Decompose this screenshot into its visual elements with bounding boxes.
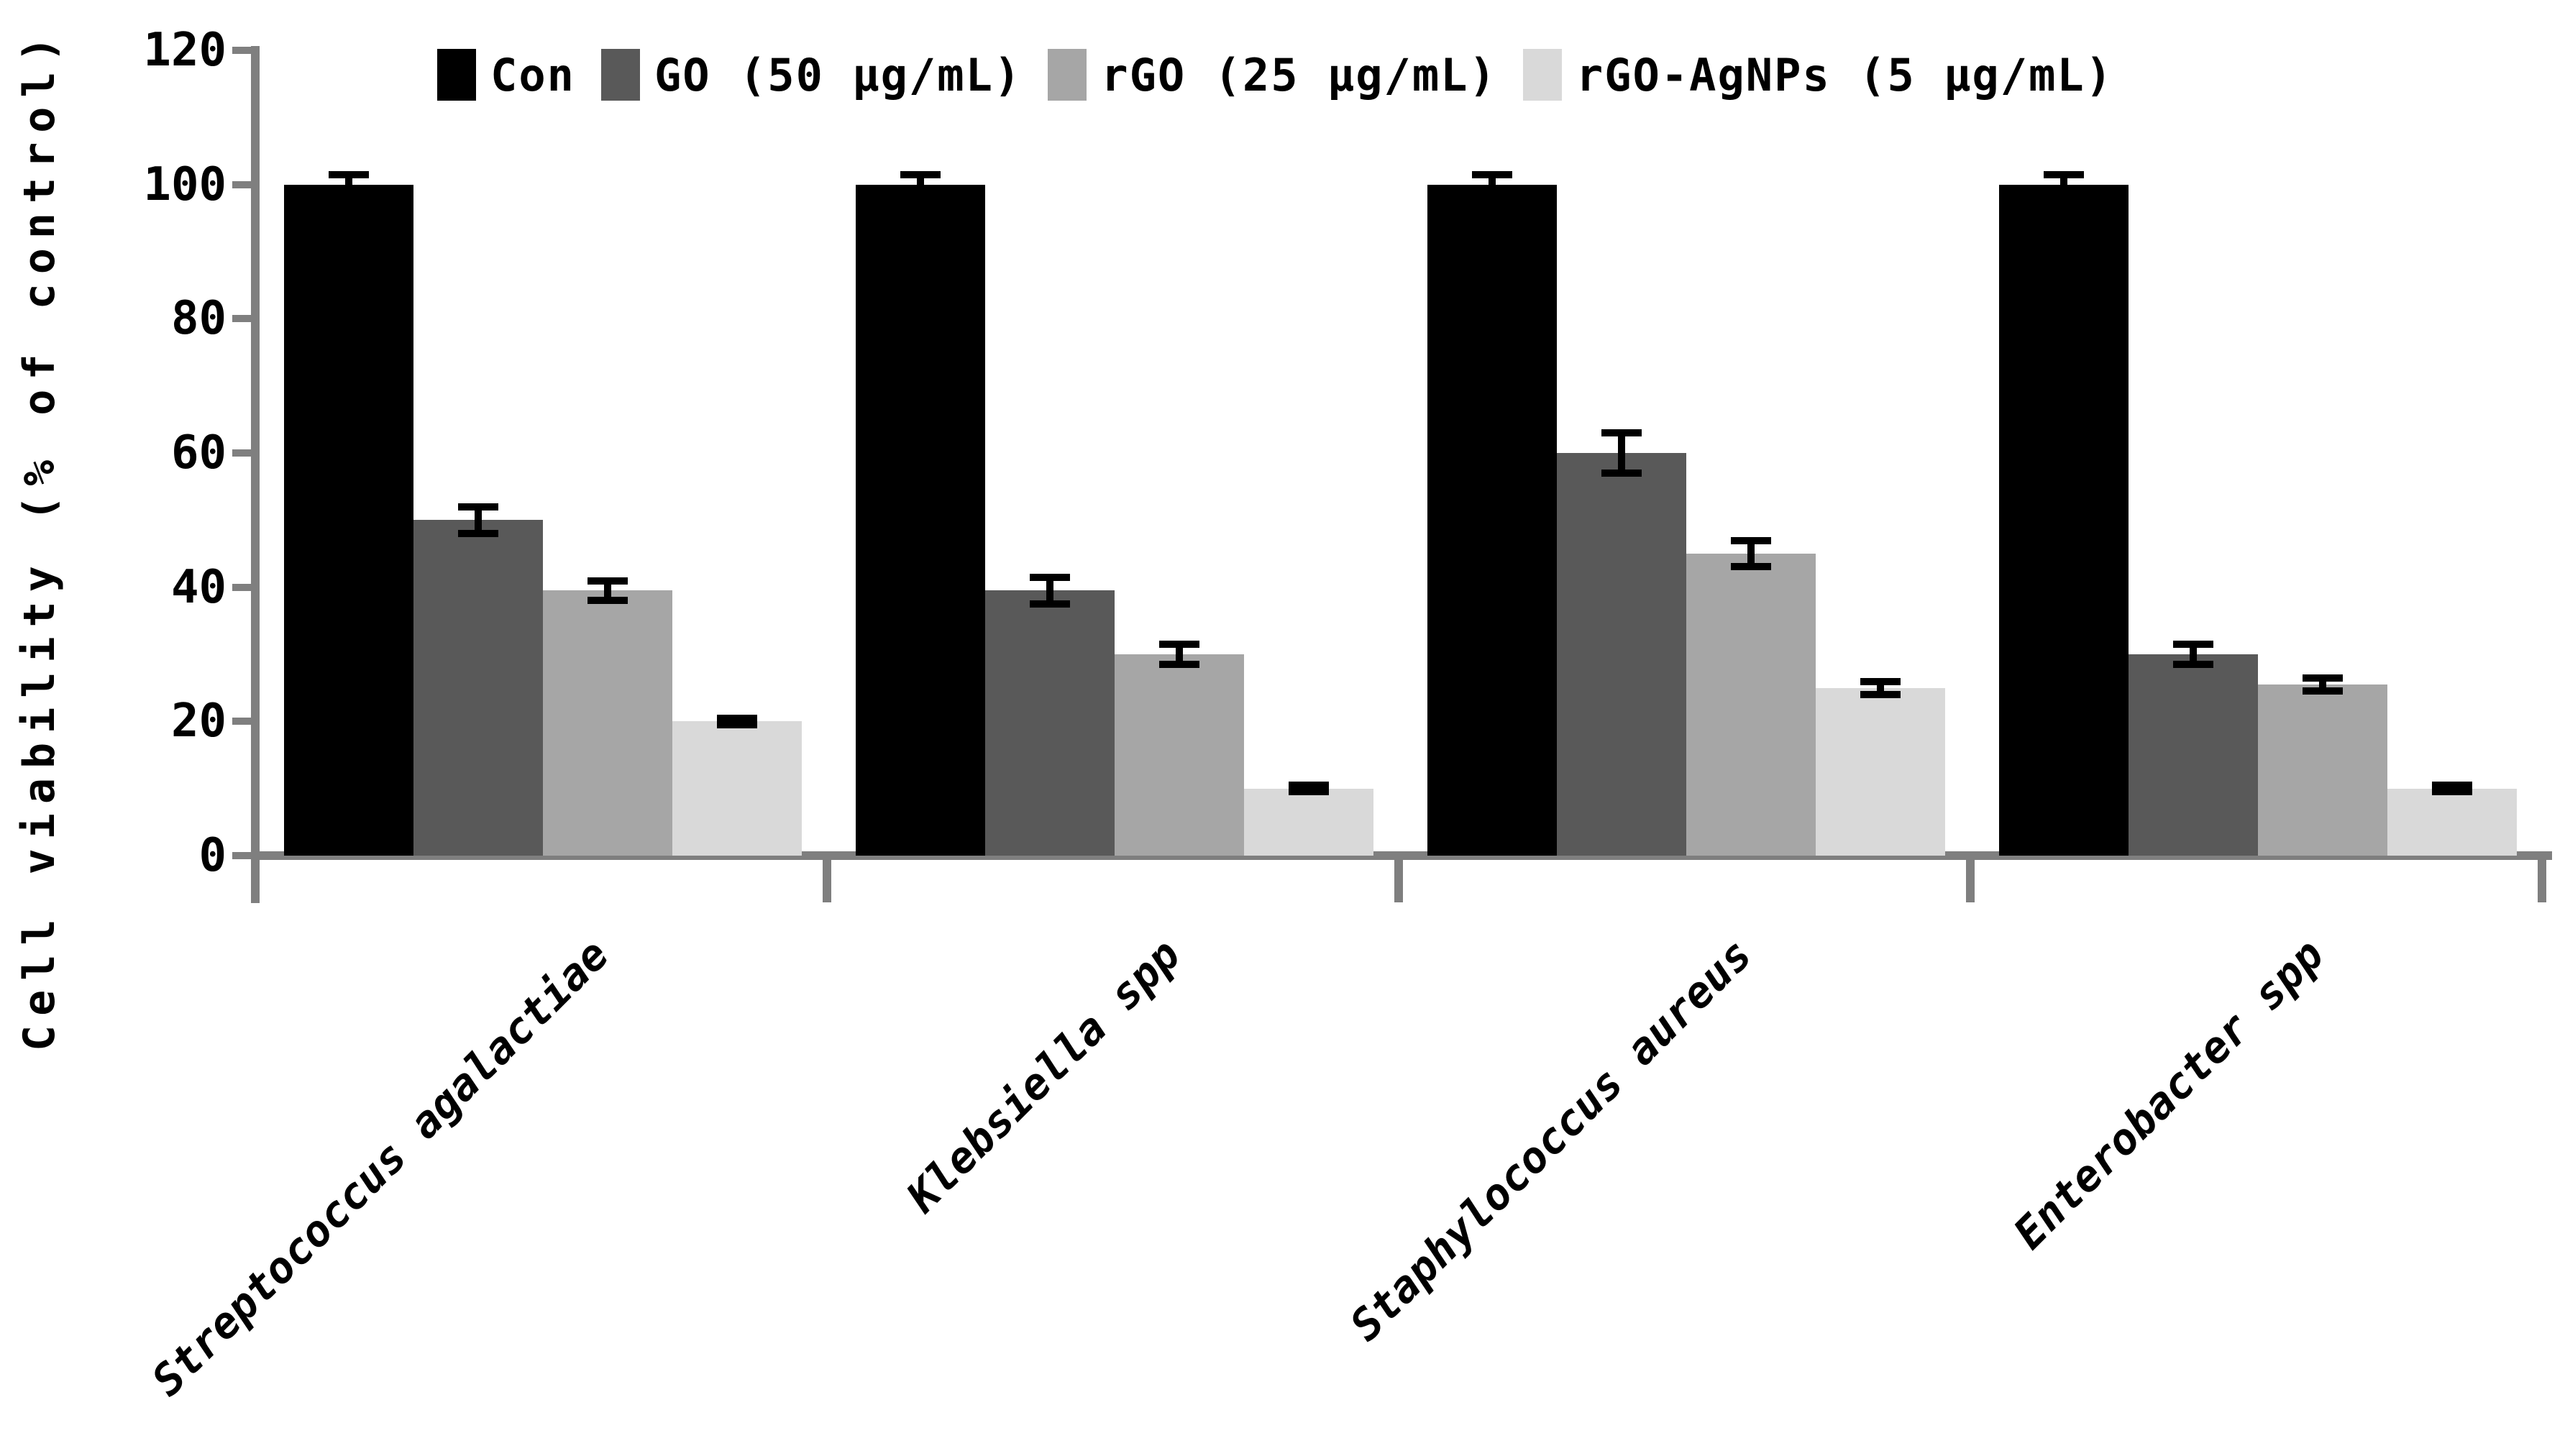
bar-con-group2 (856, 184, 985, 856)
error-bar (1489, 171, 1496, 198)
error-bar (604, 577, 611, 604)
bar-go-group4 (2129, 654, 2258, 856)
error-bar (2190, 641, 2197, 668)
error-bar (2319, 674, 2326, 695)
error-bar-cap (587, 597, 628, 604)
error-bar-cap (1731, 563, 1771, 571)
x-tick-mark (823, 856, 831, 902)
y-tick-mark (232, 449, 251, 457)
error-bar-cap (1030, 574, 1070, 581)
x-category-label-3: Staphylococcus aureus (1340, 929, 1762, 1351)
error-bar-cap (2303, 687, 2343, 695)
error-bar-cap (1472, 171, 1512, 178)
error-bar-cap (2173, 641, 2213, 649)
legend-item-rgo: rGO (25 µg/mL) (1048, 45, 1497, 105)
y-tick-mark (232, 180, 251, 188)
error-bar-cap (1601, 429, 1642, 437)
legend: Con GO (50 µg/mL) rGO (25 µg/mL) rGO-AgNPs … (437, 45, 2113, 105)
error-bar-cap (1601, 469, 1642, 477)
error-bar-cap (587, 577, 628, 585)
error-bar-cap (458, 529, 498, 537)
error-bar-cap (1860, 677, 1901, 685)
y-tick-label: 80 (170, 292, 227, 346)
bar-rgo-group3 (1686, 554, 1816, 856)
y-tick-label: 40 (170, 560, 227, 614)
legend-item-rgo-agnps: rGO-AgNPs (5 µg/mL) (1522, 45, 2114, 105)
error-bar-cap (458, 503, 498, 510)
error-bar-cap (329, 191, 369, 198)
legend-label: GO (50 µg/mL) (654, 48, 1023, 101)
legend-swatch-icon (437, 49, 476, 101)
error-bar (475, 503, 482, 537)
y-tick-mark (232, 47, 251, 54)
x-tick-mark (1394, 856, 1403, 902)
bar-go-group1 (413, 520, 543, 856)
error-bar-cap (2044, 191, 2084, 198)
error-bar-cap (1289, 788, 1329, 795)
error-bar-cap (2044, 171, 2084, 178)
x-tick-mark (2538, 856, 2546, 902)
y-axis-line (251, 46, 260, 903)
error-bar-cap (2432, 788, 2472, 795)
y-tick-label: 60 (170, 426, 227, 480)
error-bar (1046, 574, 1053, 608)
error-bar-cap (1731, 536, 1771, 544)
error-bar-cap (717, 715, 757, 722)
error-bar (1176, 641, 1183, 668)
error-bar-cap (1159, 660, 1199, 668)
bar-rgo-agnps-group2 (1244, 788, 1373, 856)
error-bar (1877, 677, 1884, 698)
y-tick-mark (232, 315, 251, 323)
bar-con-group1 (284, 184, 413, 856)
bar-go-group3 (1557, 453, 1686, 856)
error-bar (1747, 536, 1755, 571)
bar-rgo-agnps-group4 (2387, 788, 2517, 856)
error-bar (2060, 171, 2067, 198)
x-category-label-2: Klebsiella spp (897, 929, 1190, 1222)
y-tick-label: 0 (198, 829, 227, 882)
error-bar-cap (1472, 191, 1512, 198)
error-bar (917, 171, 924, 198)
error-bar-cap (329, 171, 369, 178)
error-bar-cap (2432, 782, 2472, 789)
bar-go-group2 (985, 590, 1115, 856)
error-bar-cap (1289, 782, 1329, 789)
error-bar (1618, 429, 1625, 477)
bar-con-group3 (1427, 184, 1557, 856)
bar-rgo-group2 (1115, 654, 1244, 856)
legend-item-con: Con (437, 45, 575, 105)
y-tick-label: 120 (143, 24, 227, 77)
legend-label: rGO-AgNPs (5 µg/mL) (1576, 48, 2114, 101)
y-tick-label: 100 (143, 157, 227, 211)
legend-label: rGO (25 µg/mL) (1101, 48, 1497, 101)
x-tick-mark (1966, 856, 1975, 902)
bar-con-group4 (1999, 184, 2129, 856)
y-tick-mark (232, 583, 251, 591)
error-bar-cap (2173, 660, 2213, 668)
x-tick-mark (251, 856, 260, 902)
error-bar-cap (1030, 600, 1070, 608)
error-bar-cap (2303, 674, 2343, 682)
y-tick-mark (232, 852, 251, 859)
bar-rgo-agnps-group3 (1816, 687, 1945, 856)
bar-rgo-group4 (2258, 684, 2387, 856)
x-category-label-1: Streptococcus agalactiae (142, 929, 618, 1406)
error-bar-cap (1159, 641, 1199, 649)
legend-swatch-icon (600, 49, 640, 101)
error-bar (345, 171, 352, 198)
error-bar-cap (1860, 690, 1901, 698)
error-bar-cap (717, 720, 757, 728)
x-category-label-4: Enterobacter spp (2003, 929, 2333, 1260)
legend-swatch-icon (1048, 49, 1087, 101)
bar-rgo-group1 (543, 590, 672, 856)
bar-rgo-agnps-group1 (672, 721, 802, 856)
error-bar-cap (900, 171, 941, 178)
y-tick-mark (232, 718, 251, 725)
legend-item-go: GO (50 µg/mL) (600, 45, 1023, 105)
error-bar-cap (900, 191, 941, 198)
legend-swatch-icon (1522, 49, 1562, 101)
y-tick-label: 20 (170, 695, 227, 748)
legend-label: Con (490, 48, 575, 101)
